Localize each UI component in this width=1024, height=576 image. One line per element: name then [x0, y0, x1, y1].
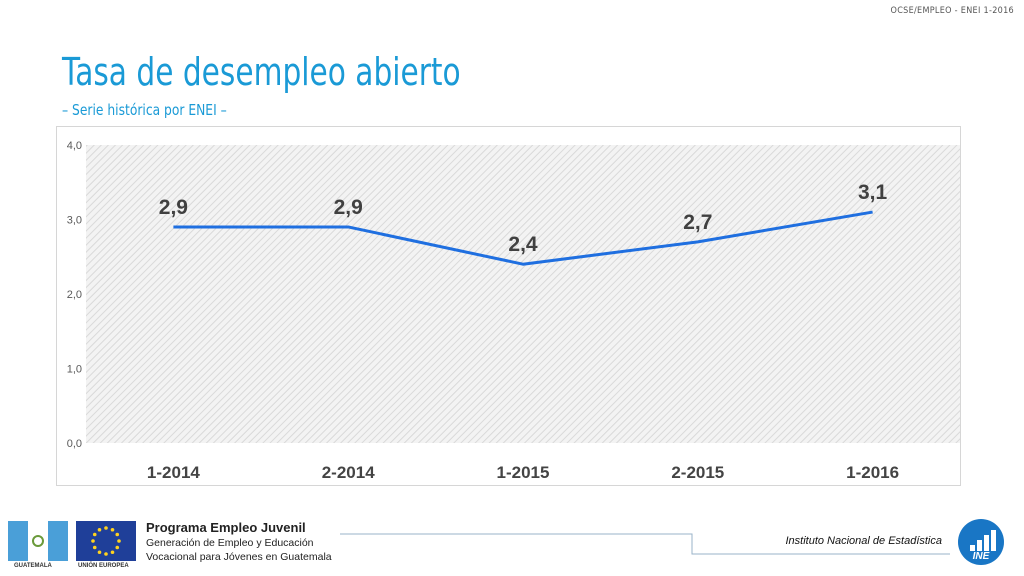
y-tick-label: 2,0	[67, 289, 82, 301]
data-label: 2,4	[508, 233, 538, 256]
eu-star-icon	[104, 552, 108, 556]
eu-star-icon	[92, 545, 97, 550]
ine-logo-icon: INE	[958, 519, 1004, 565]
european-union-label: UNIÓN EUROPEA	[78, 563, 129, 569]
y-tick-label: 0,0	[67, 438, 82, 450]
data-label: 2,9	[334, 196, 363, 219]
x-tick-label: 2-2015	[671, 463, 724, 482]
institute-name: Instituto Nacional de Estadística	[785, 535, 942, 547]
document-reference: OCSE/EMPLEO - ENEI 1-2016	[890, 6, 1014, 16]
eu-star-icon	[117, 539, 121, 543]
x-tick-label: 2-2014	[322, 463, 375, 482]
guatemala-label: GUATEMALA	[14, 563, 52, 569]
plot-area	[86, 145, 960, 443]
eu-star-icon	[92, 532, 97, 537]
eu-star-icon	[97, 550, 102, 555]
european-union-flag-icon	[76, 521, 136, 561]
program-line-2: Vocacional para Jóvenes en Guatemala	[146, 551, 332, 563]
y-tick-label: 3,0	[67, 215, 82, 227]
eu-star-icon	[115, 545, 120, 550]
line-chart: 0,0 1,0 2,0 3,0 4,0 1-2014 2-2014 1-2015 2-2015…	[67, 140, 960, 482]
program-line-1: Generación de Empleo y Educación	[146, 537, 314, 549]
y-tick-label: 4,0	[67, 140, 82, 152]
y-tick-label: 1,0	[67, 364, 82, 376]
eu-star-icon	[97, 527, 102, 532]
eu-star-icon	[104, 526, 108, 530]
data-label: 3,1	[858, 181, 888, 204]
eu-star-icon	[115, 532, 120, 537]
footer-divider	[340, 533, 950, 555]
ine-logo-text: INE	[972, 551, 990, 562]
data-label: 2,7	[683, 211, 712, 234]
data-label: 2,9	[159, 196, 188, 219]
x-tick-label: 1-2014	[147, 463, 200, 482]
eu-star-icon	[110, 550, 115, 555]
program-title: Programa Empleo Juvenil	[146, 520, 306, 535]
eu-star-icon	[110, 527, 115, 532]
series-line	[173, 210, 873, 266]
eu-star-icon	[91, 539, 95, 543]
guatemala-flag-icon	[8, 521, 68, 561]
page-title: Tasa de desempleo abierto	[62, 50, 461, 94]
x-tick-label: 1-2016	[846, 463, 899, 482]
x-tick-label: 1-2015	[497, 463, 550, 482]
page-subtitle: – Serie histórica por ENEI –	[62, 101, 227, 119]
